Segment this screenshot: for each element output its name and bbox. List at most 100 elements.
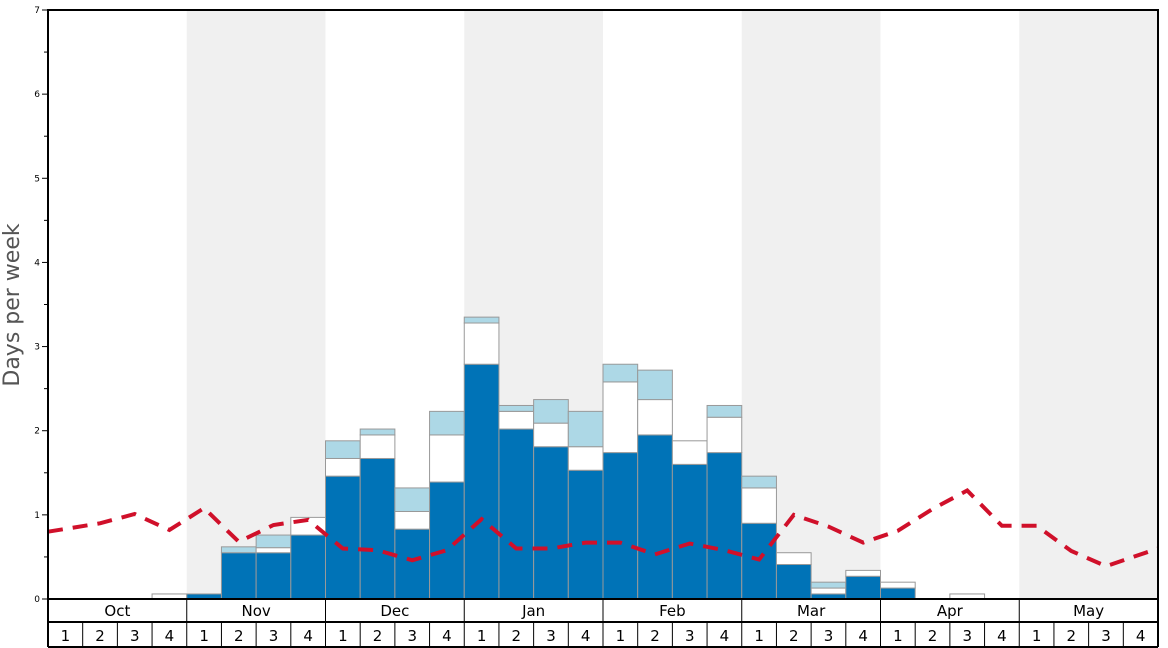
month-shade-nov [186, 10, 326, 599]
week-label: 4 [303, 627, 313, 645]
bar-mid-9 [359, 434, 396, 459]
week-label: 3 [824, 627, 834, 645]
bar-mid-14 [533, 422, 569, 448]
y-tick-label: 1 [34, 511, 40, 521]
week-label: 4 [1136, 627, 1146, 645]
bar-mid-12 [463, 322, 500, 365]
week-label: 1 [616, 627, 626, 645]
week-label: 4 [720, 627, 730, 645]
bar-dark-21 [775, 564, 812, 600]
bar-dark-19 [706, 452, 743, 600]
bar-mid-16 [602, 381, 639, 454]
bar-mid-13 [498, 410, 535, 430]
bar-light-19 [706, 404, 743, 418]
bar-dark-24 [880, 587, 916, 600]
y-tick-label: 0 [34, 595, 40, 605]
week-label: 2 [928, 627, 938, 645]
bar-dark-17 [637, 434, 673, 600]
bar-mid-8 [325, 457, 361, 477]
month-label-nov: Nov [241, 602, 270, 620]
bar-dark-14 [533, 446, 569, 600]
week-label: 1 [199, 627, 209, 645]
bar-light-12 [463, 316, 500, 324]
y-tick-label: 6 [34, 90, 40, 100]
week-label: 1 [893, 627, 903, 645]
bar-dark-8 [325, 475, 361, 600]
week-label: 2 [650, 627, 660, 645]
bar-light-13 [498, 404, 535, 412]
week-label: 3 [1101, 627, 1111, 645]
bar-dark-18 [671, 463, 708, 600]
week-label: 4 [858, 627, 868, 645]
bar-mid-10 [394, 510, 431, 530]
bar-light-8 [325, 440, 361, 459]
week-label: 3 [546, 627, 556, 645]
bar-light-16 [602, 363, 639, 383]
bar-mid-20 [741, 487, 777, 524]
bar-light-5 [220, 546, 257, 554]
bar-dark-7 [290, 534, 326, 600]
bar-dark-16 [602, 452, 639, 600]
week-label: 2 [234, 627, 244, 645]
week-label: 2 [95, 627, 105, 645]
week-label: 2 [373, 627, 383, 645]
week-label: 3 [962, 627, 972, 645]
bar-light-15 [567, 410, 604, 448]
bar-light-22 [810, 581, 847, 589]
week-label: 2 [1067, 627, 1077, 645]
week-label: 1 [754, 627, 764, 645]
bar-mid-19 [706, 416, 743, 454]
y-tick-label: 5 [34, 174, 40, 184]
week-label: 4 [165, 627, 175, 645]
bar-mid-21 [775, 552, 812, 566]
week-label: 4 [997, 627, 1007, 645]
month-label-feb: Feb [659, 602, 686, 620]
bar-light-9 [359, 428, 396, 436]
week-label: 1 [1032, 627, 1042, 645]
week-label: 3 [685, 627, 695, 645]
bar-dark-13 [498, 428, 535, 600]
plot-frame [47, 9, 1159, 600]
week-label: 1 [338, 627, 348, 645]
x-axis: Oct 1 2 3 4 Nov 1 2 3 4 Dec 1 2 3 4 Jan 1 2 3 4 Feb 1 2 3 4 Mar 1 2… [47, 599, 1159, 648]
week-label: 3 [130, 627, 140, 645]
bar-light-17 [637, 369, 673, 401]
y-tick-label: 3 [34, 343, 40, 353]
month-label-may: May [1073, 602, 1104, 620]
week-label: 1 [61, 627, 71, 645]
month-label-oct: Oct [104, 602, 130, 620]
bar-mid-22 [810, 587, 847, 595]
week-label: 1 [477, 627, 487, 645]
bars [151, 316, 986, 600]
month-label-apr: Apr [937, 602, 964, 620]
week-label: 4 [581, 627, 591, 645]
y-tick-label: 7 [34, 6, 40, 16]
y-axis-label: Days per week [0, 223, 25, 386]
bar-light-14 [533, 399, 569, 424]
bar-dark-23 [845, 575, 881, 600]
week-label: 2 [512, 627, 522, 645]
month-shade-may [1019, 10, 1158, 599]
month-shading [186, 10, 1158, 599]
week-label: 2 [789, 627, 799, 645]
bar-dark-10 [394, 528, 431, 600]
month-label-dec: Dec [380, 602, 409, 620]
bar-mid-6 [255, 547, 292, 554]
y-tick-label: 2 [34, 427, 40, 437]
bar-mid-11 [429, 434, 465, 483]
bar-dark-6 [255, 552, 292, 600]
month-label-jan: Jan [521, 602, 545, 620]
week-label: 4 [442, 627, 452, 645]
bar-dark-9 [359, 457, 396, 600]
bar-mid-23 [845, 569, 881, 577]
bar-mid-18 [671, 440, 708, 465]
bar-dark-5 [220, 552, 257, 600]
week-label: 3 [407, 627, 417, 645]
week-label: 3 [269, 627, 279, 645]
bar-dark-15 [567, 469, 604, 600]
bar-mid-24 [880, 581, 916, 589]
y-tick-label: 4 [34, 258, 40, 268]
month-label-mar: Mar [797, 602, 826, 620]
bar-mid-17 [637, 399, 673, 436]
